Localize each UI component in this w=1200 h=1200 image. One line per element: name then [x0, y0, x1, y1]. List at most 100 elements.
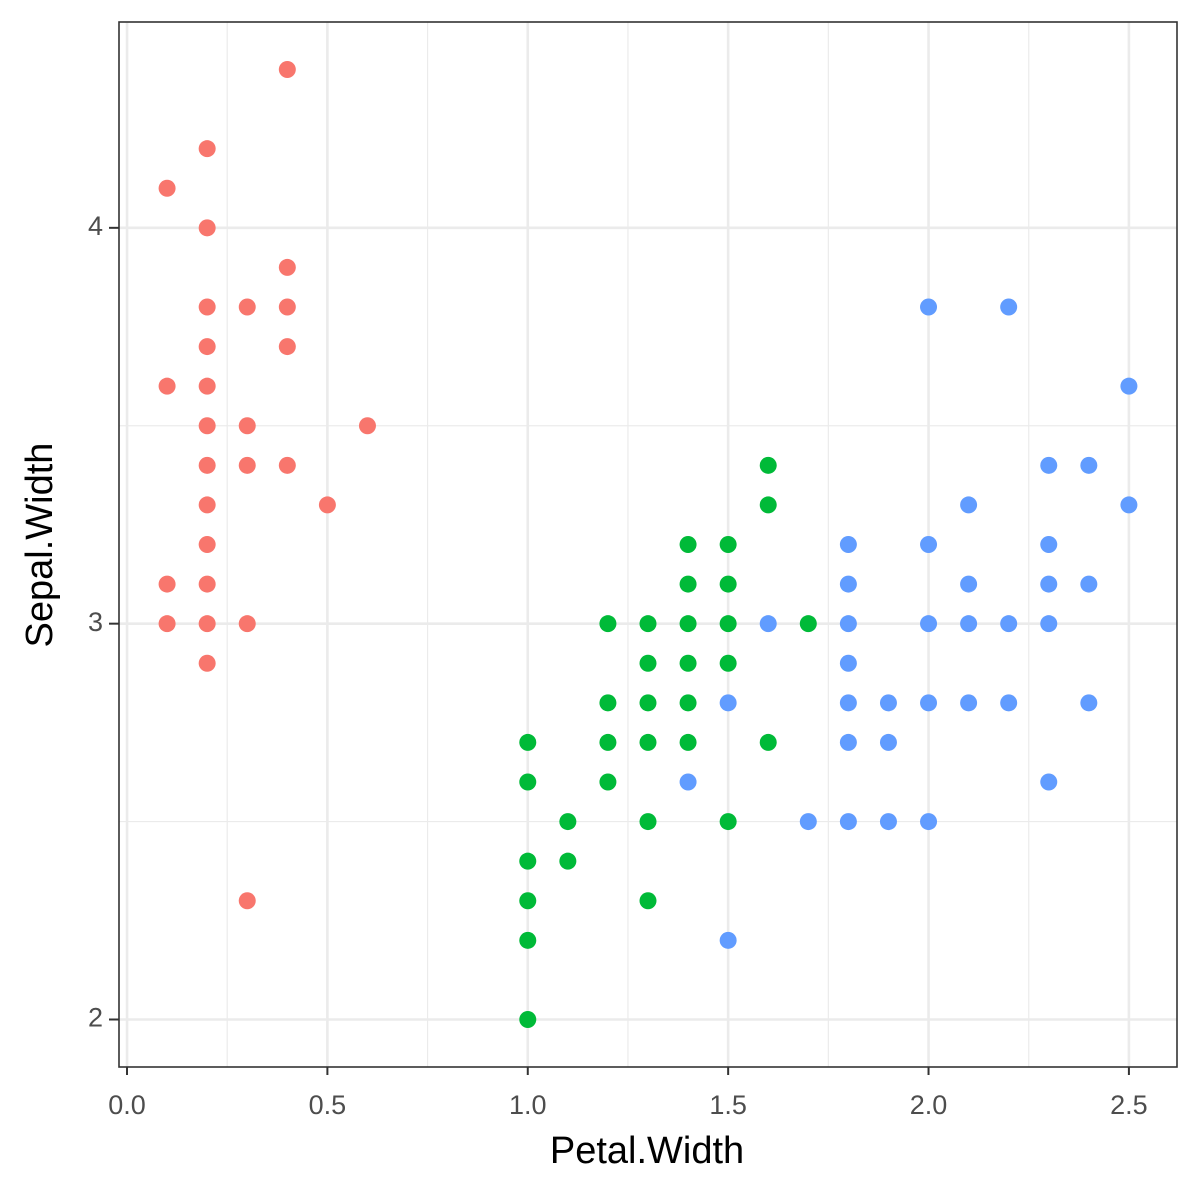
- point: [799, 813, 817, 831]
- point: [839, 813, 857, 831]
- point: [198, 140, 216, 158]
- point: [920, 813, 938, 831]
- point: [198, 575, 216, 593]
- point: [1040, 536, 1058, 553]
- point: [960, 694, 978, 712]
- point: [278, 298, 296, 316]
- point: [519, 892, 537, 910]
- point: [920, 298, 938, 316]
- point: [158, 615, 176, 633]
- point: [719, 694, 737, 712]
- point: [799, 615, 817, 633]
- point: [278, 338, 296, 356]
- x-tick-label: 0.0: [108, 1090, 146, 1120]
- point: [238, 892, 256, 910]
- point: [639, 615, 657, 633]
- y-tick-label: 2: [88, 1003, 103, 1033]
- point: [238, 417, 256, 435]
- point: [1080, 694, 1098, 712]
- point: [198, 219, 216, 237]
- y-tick-label: 4: [88, 211, 103, 241]
- x-tick-label: 1.5: [709, 1090, 747, 1120]
- point: [198, 338, 216, 356]
- point: [639, 694, 657, 712]
- x-tick-label: 2.0: [910, 1090, 948, 1120]
- point: [238, 456, 256, 474]
- point: [1080, 575, 1098, 593]
- point: [1040, 575, 1058, 593]
- point: [839, 575, 857, 593]
- point: [839, 733, 857, 751]
- point: [519, 733, 537, 751]
- point: [1040, 456, 1058, 474]
- point: [158, 179, 176, 197]
- point: [198, 377, 216, 395]
- x-axis-title: Petal.Width: [550, 1130, 744, 1172]
- panel-border: [118, 21, 1178, 1068]
- point: [198, 536, 216, 553]
- point: [759, 456, 777, 474]
- point: [1000, 694, 1018, 712]
- point: [879, 694, 897, 712]
- point: [519, 931, 537, 949]
- point: [759, 733, 777, 751]
- point: [639, 892, 657, 910]
- x-tick-label: 1.0: [509, 1090, 547, 1120]
- y-axis-title: Sepal.Width: [19, 443, 61, 648]
- point: [158, 377, 176, 395]
- point: [238, 298, 256, 316]
- point: [719, 654, 737, 672]
- point: [639, 733, 657, 751]
- point: [839, 654, 857, 672]
- x-tick-label: 0.5: [309, 1090, 347, 1120]
- point: [719, 575, 737, 593]
- point: [920, 536, 938, 553]
- point: [759, 496, 777, 514]
- point: [679, 615, 697, 633]
- point: [920, 615, 938, 633]
- point: [960, 575, 978, 593]
- point: [599, 733, 617, 751]
- point: [679, 773, 697, 791]
- point: [679, 536, 697, 553]
- point: [278, 456, 296, 474]
- point: [318, 496, 336, 514]
- point: [719, 931, 737, 949]
- point: [839, 536, 857, 553]
- x-tick-label: 2.5: [1110, 1090, 1148, 1120]
- point: [519, 773, 537, 791]
- point: [1120, 496, 1138, 514]
- point: [1040, 615, 1058, 633]
- point: [198, 417, 216, 435]
- point: [719, 615, 737, 633]
- point: [198, 456, 216, 474]
- point: [639, 654, 657, 672]
- y-tick-label: 3: [88, 607, 103, 637]
- point: [679, 575, 697, 593]
- point: [198, 654, 216, 672]
- point: [679, 733, 697, 751]
- point: [719, 536, 737, 553]
- point: [639, 813, 657, 831]
- point: [599, 773, 617, 791]
- point: [278, 258, 296, 276]
- point: [879, 733, 897, 751]
- point: [1040, 773, 1058, 791]
- point: [1080, 456, 1098, 474]
- point: [599, 615, 617, 633]
- point: [960, 496, 978, 514]
- point: [879, 813, 897, 831]
- point: [358, 417, 376, 435]
- point: [1000, 298, 1018, 316]
- point: [679, 694, 697, 712]
- point: [719, 813, 737, 831]
- point: [519, 1011, 537, 1028]
- point: [559, 852, 577, 870]
- point: [1000, 615, 1018, 633]
- point: [839, 694, 857, 712]
- point: [238, 615, 256, 633]
- point: [198, 615, 216, 633]
- point: [759, 615, 777, 633]
- point: [559, 813, 577, 831]
